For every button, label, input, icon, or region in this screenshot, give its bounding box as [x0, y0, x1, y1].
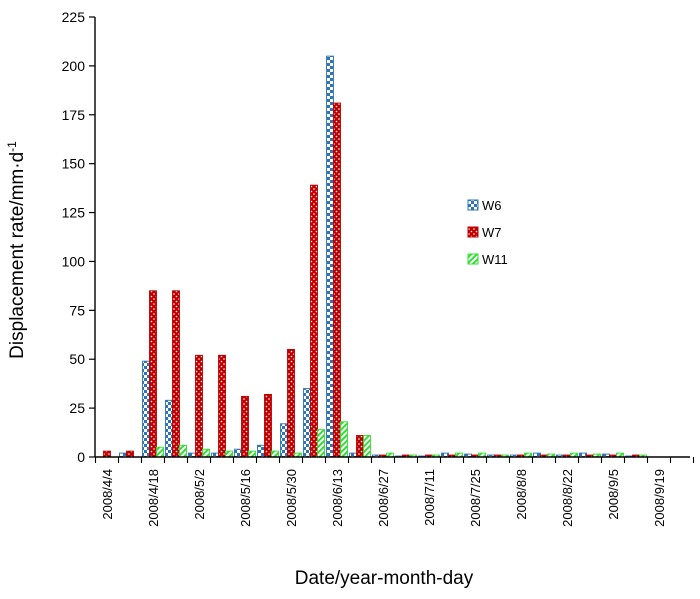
y-tick-label: 200	[62, 58, 86, 74]
bar-w7-5	[218, 354, 226, 458]
x-tick-label: 2008/7/11	[422, 469, 437, 526]
bar-w11-2	[156, 446, 164, 458]
legend-swatch-w6	[467, 199, 479, 211]
bar-w7-8	[287, 348, 295, 458]
bar-w6-9	[303, 388, 311, 458]
legend-swatch-w11	[467, 253, 479, 265]
y-tick-label: 75	[69, 302, 85, 318]
legend-label-w6: W6	[482, 198, 502, 213]
legend-swatch-w7	[467, 226, 479, 238]
bar-w11-3	[179, 444, 187, 458]
bar-w6-6	[234, 448, 242, 458]
x-tick-label: 2008/4/4	[100, 469, 115, 520]
legend: W6 W7 W11	[467, 198, 508, 267]
bar-w7-0	[103, 450, 111, 458]
x-tick-label: 2008/5/30	[284, 469, 299, 527]
x-axis: 2008/4/4 2008/4/18 2008/5/2 2008/5/16 2008/5…	[94, 456, 695, 527]
y-tick-label: 175	[62, 107, 86, 123]
y-axis-title: Displacement rate/mm·d-1	[5, 141, 28, 359]
bar-w6-3	[165, 399, 173, 458]
y-tick-label: 225	[62, 9, 86, 25]
x-tick-label: 2008/7/25	[468, 469, 483, 527]
y-axis: 0 25 50 75 100 125 150 175 200 225	[62, 9, 96, 465]
bar-w6-2	[142, 360, 150, 458]
bar-w7-7	[264, 393, 272, 458]
bar-w11-9	[317, 429, 325, 458]
bar-w7-10	[333, 102, 341, 458]
x-tick-label: 2008/6/13	[330, 469, 345, 527]
bar-w7-11	[356, 435, 364, 458]
bar-w11-10	[340, 421, 348, 458]
y-tick-label: 50	[69, 351, 85, 367]
x-tick-label: 2008/9/5	[606, 469, 621, 520]
bar-w11-6	[248, 450, 256, 458]
bars-group	[103, 55, 647, 458]
x-tick-label: 2008/6/27	[376, 469, 391, 527]
bar-w11-7	[271, 450, 279, 458]
x-axis-title: Date/year-month-day	[295, 568, 474, 589]
bar-w6-7	[257, 444, 265, 458]
y-tick-label: 100	[62, 253, 86, 269]
bar-w7-6	[241, 395, 249, 458]
legend-label-w11: W11	[482, 252, 508, 267]
bar-w7-9	[310, 184, 318, 458]
x-tick-label: 2008/4/18	[146, 469, 161, 527]
x-tick-label: 2008/5/2	[192, 469, 207, 520]
bar-w7-4	[195, 354, 203, 458]
x-tick-label: 2008/8/8	[514, 469, 529, 520]
bar-w6-8	[280, 423, 288, 458]
y-tick-label: 0	[77, 449, 85, 465]
x-tick-label: 2008/5/16	[238, 469, 253, 527]
bar-w7-2	[149, 290, 157, 458]
y-tick-label: 125	[62, 205, 86, 221]
bar-w11-5	[225, 450, 233, 458]
bar-w11-4	[202, 448, 210, 458]
y-tick-label: 150	[62, 156, 86, 172]
bar-w6-10	[326, 55, 334, 458]
y-tick-label: 25	[69, 400, 85, 416]
x-tick-label: 2008/9/19	[652, 469, 667, 527]
legend-label-w7: W7	[482, 225, 502, 240]
x-tick-label: 2008/8/22	[560, 469, 575, 527]
bar-w7-1	[126, 450, 134, 458]
bar-w11-11	[363, 435, 371, 458]
bar-w7-3	[172, 290, 180, 458]
